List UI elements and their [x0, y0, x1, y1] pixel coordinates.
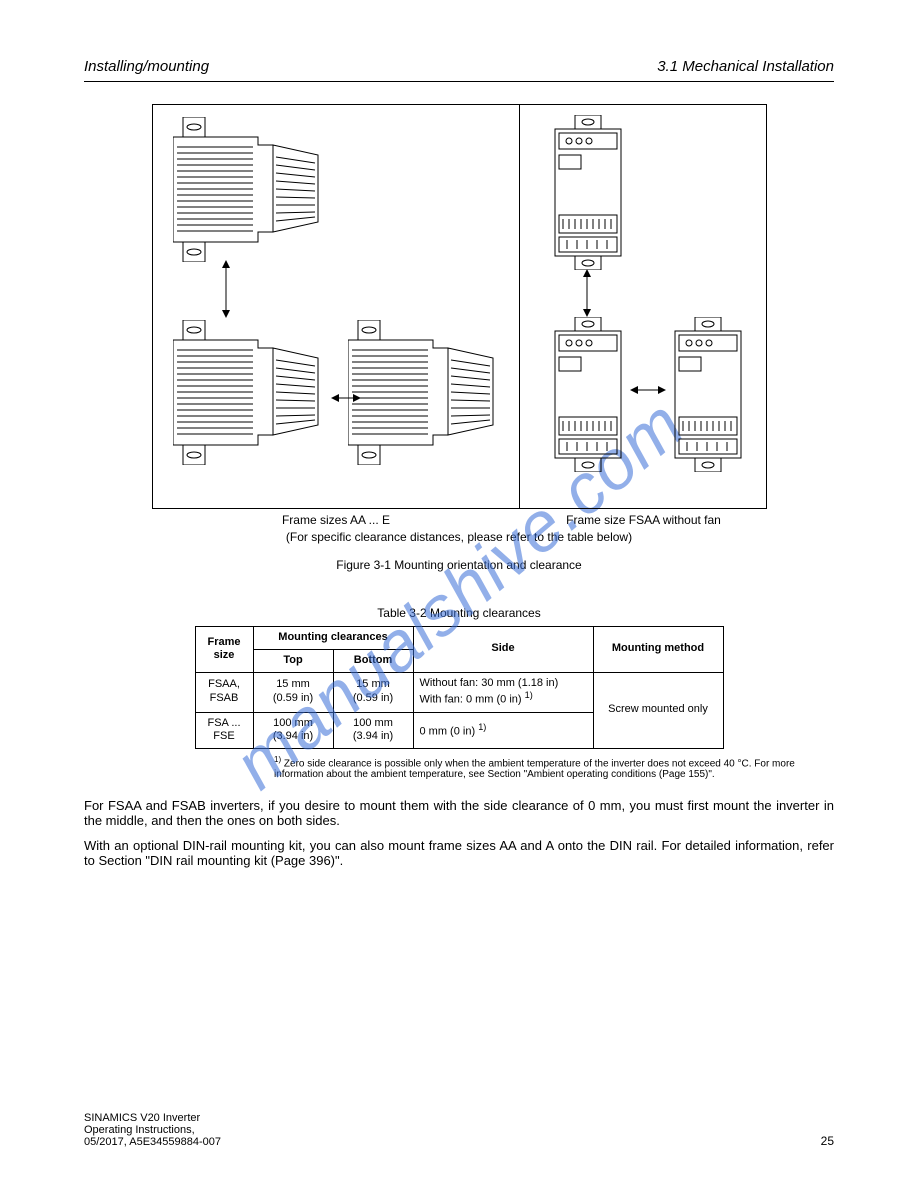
- cell-top: 100 mm(3.94 in): [253, 712, 333, 749]
- body-paragraph: For FSAA and FSAB inverters, if you desi…: [84, 798, 834, 828]
- cell-top: 15 mm(0.59 in): [253, 672, 333, 712]
- header-left: Installing/mounting: [84, 58, 209, 75]
- inverter-front-icon: [545, 115, 631, 270]
- table-footnote: 1) Zero side clearance is possible only …: [274, 755, 814, 780]
- page-header: Installing/mounting 3.1 Mechanical Insta…: [84, 58, 834, 82]
- footer-page-number: 25: [794, 1134, 834, 1148]
- clearance-vertical-arrow-icon: [580, 269, 594, 317]
- body-paragraph: With an optional DIN-rail mounting kit, …: [84, 838, 834, 868]
- table-header-row: Framesize Mounting clearances Side Mount…: [195, 627, 723, 650]
- figure-right-label: Frame size FSAA without fan: [521, 513, 767, 527]
- page: manualshive.com Installing/mounting 3.1 …: [0, 0, 918, 1188]
- table-row: FSAA,FSAB 15 mm(0.59 in) 15 mm(0.59 in) …: [195, 672, 723, 712]
- figure-labels-row: Frame sizes AA ... E Frame size FSAA wit…: [152, 513, 767, 527]
- th-top: Top: [253, 649, 333, 672]
- cell-bot: 100 mm(3.94 in): [333, 712, 413, 749]
- cell-method: Screw mounted only: [593, 672, 723, 749]
- clearance-horizontal-arrow-icon: [630, 383, 666, 397]
- th-side: Side: [413, 627, 593, 673]
- figure-area: [152, 104, 767, 509]
- inverter-side-icon: [173, 320, 333, 465]
- clearance-table: Framesize Mounting clearances Side Mount…: [195, 626, 724, 749]
- footnote-text: Zero side clearance is possible only whe…: [274, 758, 795, 780]
- clearance-horizontal-arrow-icon: [331, 391, 361, 405]
- figure-subcaption: (For specific clearance distances, pleas…: [84, 530, 834, 544]
- cell-fs: FSAA,FSAB: [195, 672, 253, 712]
- th-mounting-clearances: Mounting clearances: [253, 627, 413, 650]
- figure-left-panel: [153, 105, 521, 508]
- footer-product: SINAMICS V20 Inverter: [84, 1112, 224, 1124]
- th-frame-size: Framesize: [195, 627, 253, 673]
- inverter-side-icon: [173, 117, 333, 262]
- cell-side: Without fan: 30 mm (1.18 in)With fan: 0 …: [413, 672, 593, 712]
- figure-right-panel: [520, 105, 765, 508]
- figure-left-label: Frame sizes AA ... E: [152, 513, 521, 527]
- cell-bot: 15 mm(0.59 in): [333, 672, 413, 712]
- cell-side: 0 mm (0 in) 1): [413, 712, 593, 749]
- inverter-front-icon: [665, 317, 751, 472]
- footer-left: SINAMICS V20 Inverter Operating Instruct…: [84, 1112, 224, 1148]
- figure-caption: Figure 3-1 Mounting orientation and clea…: [84, 558, 834, 572]
- clearance-vertical-arrow-icon: [219, 260, 233, 318]
- inverter-side-icon: [348, 320, 508, 465]
- inverter-front-icon: [545, 317, 631, 472]
- cell-fs: FSA ...FSE: [195, 712, 253, 749]
- page-footer: SINAMICS V20 Inverter Operating Instruct…: [84, 1112, 834, 1148]
- figure-block: Frame sizes AA ... E Frame size FSAA wit…: [84, 104, 834, 572]
- header-right: 3.1 Mechanical Installation: [657, 58, 834, 75]
- footer-doc-id: Operating Instructions, 05/2017, A5E3455…: [84, 1124, 224, 1148]
- table-caption: Table 3-2 Mounting clearances: [84, 606, 834, 620]
- inverter-side-svg: [173, 117, 333, 262]
- th-bottom: Bottom: [333, 649, 413, 672]
- th-method: Mounting method: [593, 627, 723, 673]
